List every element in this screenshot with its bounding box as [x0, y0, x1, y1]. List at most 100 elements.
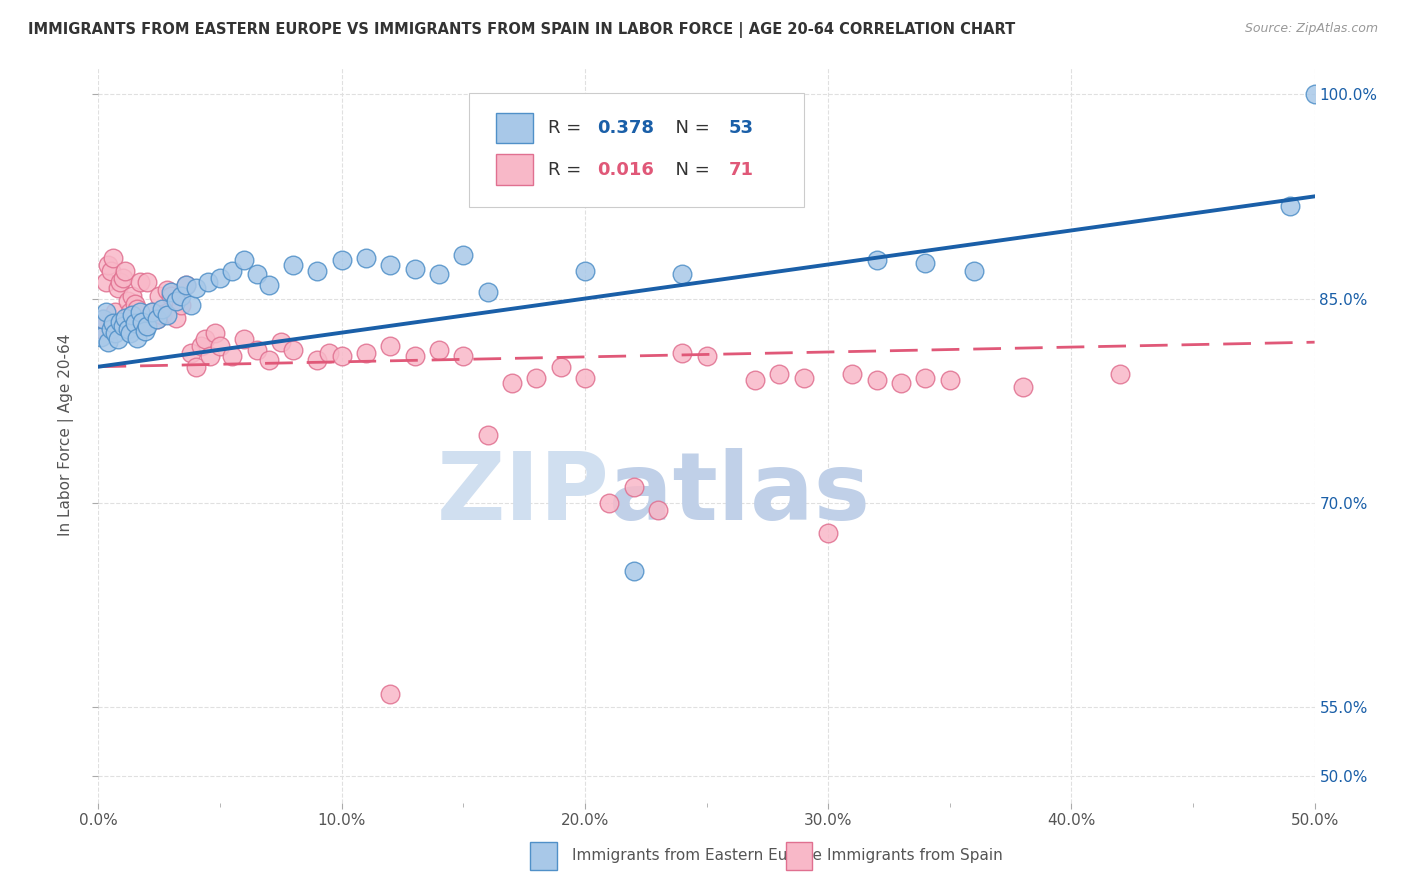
Point — [160, 285, 183, 299]
Point — [94, 305, 117, 319]
Point — [330, 253, 353, 268]
Text: 0.016: 0.016 — [598, 161, 654, 179]
Point — [114, 264, 136, 278]
Point — [97, 335, 120, 350]
Point — [233, 253, 256, 268]
Point — [453, 349, 475, 363]
Point — [94, 275, 117, 289]
Bar — [530, 842, 557, 870]
Point — [128, 305, 150, 319]
Point — [165, 294, 187, 309]
Point — [146, 312, 169, 326]
Point — [914, 370, 936, 384]
Point — [110, 315, 132, 329]
Point — [136, 318, 159, 333]
Point — [550, 359, 572, 374]
Point — [90, 321, 112, 335]
Text: IMMIGRANTS FROM EASTERN EUROPE VS IMMIGRANTS FROM SPAIN IN LABOR FORCE | AGE 20-: IMMIGRANTS FROM EASTERN EUROPE VS IMMIGR… — [28, 22, 1015, 38]
Point — [696, 349, 718, 363]
Point — [90, 330, 112, 344]
Point — [671, 267, 693, 281]
Point — [136, 275, 159, 289]
Point — [647, 503, 669, 517]
Point — [127, 302, 149, 317]
Point — [330, 349, 353, 363]
Point — [404, 261, 426, 276]
Text: ZIP: ZIP — [436, 448, 609, 540]
Point — [91, 312, 114, 326]
Point — [197, 275, 219, 289]
Point — [245, 267, 267, 281]
Point — [111, 271, 134, 285]
Point — [146, 312, 169, 326]
Point — [574, 370, 596, 384]
Point — [184, 359, 207, 374]
Text: Immigrants from Eastern Europe: Immigrants from Eastern Europe — [571, 848, 821, 863]
Point — [281, 343, 304, 358]
Point — [128, 275, 150, 289]
Point — [150, 308, 173, 322]
Point — [380, 258, 402, 272]
Point — [114, 310, 136, 325]
Point — [623, 480, 645, 494]
Point — [1303, 87, 1326, 102]
Point — [245, 343, 267, 358]
Point — [307, 264, 329, 278]
Point — [174, 277, 197, 292]
Point — [118, 305, 141, 319]
Point — [841, 367, 863, 381]
Bar — [496, 154, 533, 186]
Point — [194, 333, 217, 347]
Point — [180, 346, 202, 360]
Text: 71: 71 — [728, 161, 754, 179]
Point — [1011, 380, 1033, 394]
Point — [118, 326, 141, 340]
Text: atlas: atlas — [609, 448, 870, 540]
Text: N =: N = — [664, 119, 716, 137]
Point — [380, 339, 402, 353]
Point — [121, 308, 143, 322]
Point — [91, 312, 114, 326]
Point — [101, 316, 124, 330]
Point — [939, 373, 962, 387]
Point — [270, 335, 292, 350]
Point — [866, 373, 889, 387]
Point — [160, 289, 183, 303]
Text: Immigrants from Spain: Immigrants from Spain — [827, 848, 1002, 863]
Point — [124, 297, 146, 311]
Point — [134, 324, 156, 338]
Text: N =: N = — [664, 161, 716, 179]
Point — [744, 373, 766, 387]
Point — [209, 271, 232, 285]
FancyBboxPatch shape — [470, 93, 804, 207]
Text: 0.378: 0.378 — [598, 119, 654, 137]
Point — [155, 284, 177, 298]
Point — [97, 258, 120, 272]
Text: R =: R = — [548, 161, 588, 179]
Point — [107, 333, 129, 347]
Point — [221, 264, 243, 278]
Point — [127, 331, 149, 345]
Y-axis label: In Labor Force | Age 20-64: In Labor Force | Age 20-64 — [58, 334, 75, 536]
Point — [768, 367, 790, 381]
Point — [477, 428, 499, 442]
Point — [148, 289, 170, 303]
Point — [107, 281, 129, 295]
Point — [890, 376, 912, 390]
Point — [100, 321, 122, 335]
Point — [427, 343, 450, 358]
Point — [354, 251, 377, 265]
Point — [793, 370, 815, 384]
Point — [141, 305, 163, 319]
Text: Source: ZipAtlas.com: Source: ZipAtlas.com — [1244, 22, 1378, 36]
Point — [101, 251, 124, 265]
Point — [141, 305, 163, 319]
Point — [233, 333, 256, 347]
Point — [117, 321, 139, 335]
Text: R =: R = — [548, 119, 588, 137]
Point — [623, 564, 645, 578]
Point — [477, 285, 499, 299]
Point — [121, 289, 143, 303]
Point — [124, 316, 146, 330]
Point — [117, 294, 139, 309]
